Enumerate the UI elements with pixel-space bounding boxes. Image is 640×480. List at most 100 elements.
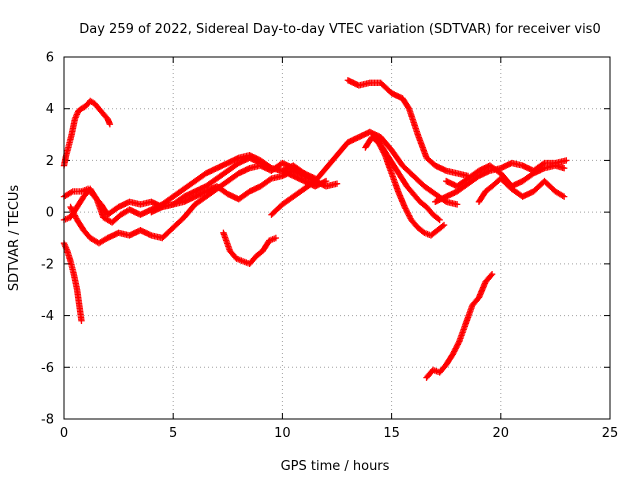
data-point [436,216,443,224]
data-point [384,152,397,168]
data-point [73,194,87,211]
data-point [394,188,408,209]
data-point [93,196,106,220]
data-point [224,171,241,185]
data-point [403,183,416,196]
data-point [453,201,461,208]
data-point [497,175,514,191]
data-point [475,189,488,205]
data-point [541,177,558,194]
data-point [226,247,239,261]
y-tick-label: 0 [46,206,54,221]
data-point [159,225,176,242]
data-point [416,198,429,210]
data-point [469,295,482,309]
data-point [279,194,296,208]
series-arc-g [220,229,280,268]
data-point [100,110,110,121]
data-point [170,186,186,200]
data-point [423,154,438,168]
data-point [78,103,88,112]
series-arc-o [423,271,496,381]
data-point [95,235,110,247]
data-point [560,193,568,200]
data-point [377,141,390,158]
data-point [464,168,481,182]
data-point [436,362,449,376]
x-axis-label: GPS time / hours [281,459,390,474]
series-arc-a [60,97,114,169]
y-tick-label: 2 [46,154,54,169]
chart-title: Day 259 of 2022, Sidereal Day-to-day VTE… [79,22,600,37]
x-tick-label: 10 [274,426,291,441]
data-point [106,121,114,128]
data-point [423,203,436,217]
data-point [414,131,430,160]
series-arc-k [370,131,443,224]
data-point [552,188,566,199]
data-point [87,97,97,106]
data-point [91,100,102,111]
data-point [290,186,307,200]
data-point [440,221,448,229]
data-point [464,173,481,187]
data-point [377,133,394,153]
data-point [410,172,427,189]
data-point [453,181,470,195]
data-point [252,248,265,260]
data-point [421,183,438,197]
data-point [370,131,384,147]
axis-ticks: 0 5 10 15 20 25 -8 -6 -4 -2 0 2 4 6 [41,51,618,442]
data-point [224,160,241,174]
data-point [104,204,121,218]
data-point [390,162,403,178]
data-point [322,153,340,172]
x-tick-label: 0 [60,426,68,441]
data-point [202,176,219,190]
data-point [78,317,85,324]
data-point [482,272,495,286]
y-tick-label: 6 [46,51,54,66]
x-tick-label: 15 [383,426,400,441]
series-arc-b [60,239,85,324]
series-arc-e [67,159,319,247]
data-point [259,238,272,255]
y-tick-label: 4 [46,102,54,117]
data-point [427,228,440,239]
data-point [429,211,442,223]
data-point [87,185,100,202]
data-point [68,117,78,138]
data-point [257,176,274,190]
data-point [399,162,416,178]
data-point [434,222,446,234]
data-point [401,203,414,222]
data-point [235,189,252,203]
data-point [414,224,427,235]
data-point [449,339,462,358]
x-tick-label: 25 [602,426,619,441]
y-tick-label: -8 [41,413,54,428]
data-point [453,176,470,190]
data-point [462,303,476,327]
data-point [482,184,494,195]
data-point [191,194,208,208]
data-point [213,183,230,197]
data-point [73,286,83,307]
data-point [519,171,536,185]
series-arc-m [443,162,568,190]
plot-frame [63,56,611,420]
data-point [486,162,503,176]
data-point [95,105,106,116]
data-point [408,216,420,230]
data-point [397,172,410,189]
data-series [60,77,570,381]
series-arc-n [475,175,568,205]
y-tick-label: -6 [41,361,54,376]
data-point [410,190,423,204]
data-point [220,229,233,253]
data-point [191,171,208,185]
data-point [80,227,93,240]
series-arc-f [148,167,341,216]
